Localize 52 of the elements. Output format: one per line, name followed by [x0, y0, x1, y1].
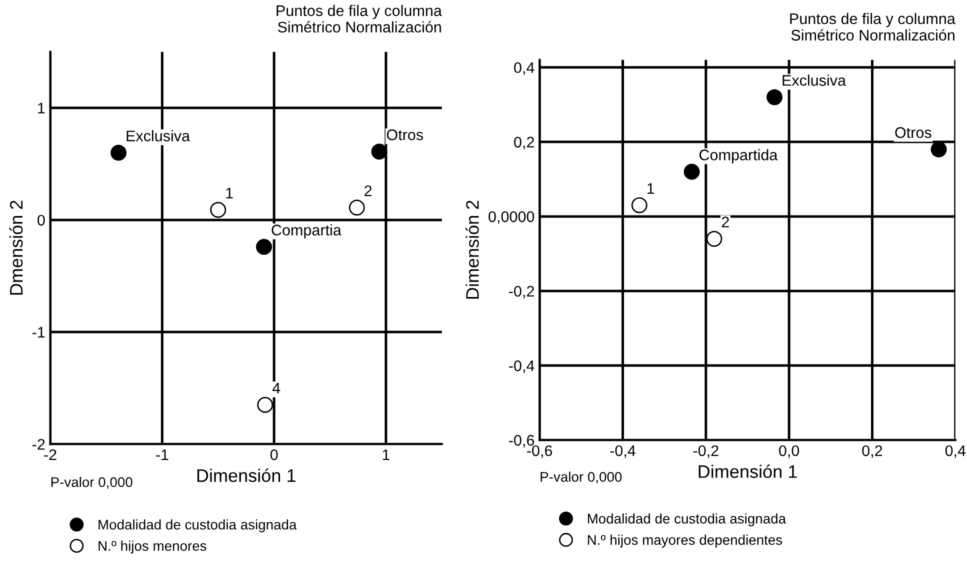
point	[210, 202, 226, 218]
legend-label: N.º hijos menores	[98, 540, 206, 554]
annotation: 4	[272, 382, 280, 394]
y-tick-label: 0	[38, 214, 45, 226]
x-tick-label: 0	[270, 449, 278, 460]
chart-title: Puntos de fila y columna Simétrico Normalización	[790, 12, 956, 41]
point	[684, 164, 700, 180]
annotation: Compartia	[272, 224, 342, 239]
text: P-valor 0,000	[540, 472, 622, 484]
y-tick-label: 0,0000	[488, 211, 534, 224]
chart-title: Puntos de fila y columna Simétrico Normalización	[276, 4, 442, 33]
point	[257, 396, 274, 413]
annotation: 2	[364, 185, 372, 196]
annotation: 2	[722, 216, 729, 228]
y-tick-label: 0,4	[514, 62, 534, 75]
annotation: 1	[647, 183, 654, 194]
point	[110, 144, 127, 161]
x-axis-title: Dimensión 1	[197, 468, 296, 482]
y-axis-title: Dmensión 2	[9, 200, 23, 295]
x-tick-label: -0,2	[693, 445, 718, 458]
y-tick-label: -0,4	[509, 360, 534, 374]
annotation: Exclusiva	[126, 130, 190, 142]
legend-label: Modalidad de custodia asignada	[588, 513, 786, 526]
y-tick-label: 1	[38, 102, 45, 114]
x-tick-label: 1	[382, 450, 390, 460]
point	[631, 197, 648, 214]
annotation: Exclusiva	[782, 74, 846, 86]
annotation: 1	[226, 188, 233, 198]
x-tick-label: 0,0	[779, 445, 800, 458]
annotation: Compartida	[699, 149, 778, 164]
y-axis-title: Dimensión 2	[465, 200, 479, 299]
y-tick-label: -0,6	[509, 434, 534, 448]
x-tick-label: -0,4	[610, 445, 636, 458]
point	[706, 230, 722, 247]
x-tick-label: -0,6	[527, 445, 552, 458]
y-tick-label: 0,2	[514, 136, 534, 150]
annotation: Otros	[895, 127, 932, 138]
point	[348, 200, 365, 216]
point	[930, 141, 947, 158]
x-axis-title: Dimensión 1	[698, 464, 797, 478]
point	[256, 238, 272, 255]
y-tick-label: -1	[32, 327, 45, 338]
legend-label: N.º hijos mayores dependientes	[588, 534, 782, 548]
legend-label: Modalidad de custodia asignada	[98, 519, 297, 532]
x-tick-label: 0,2	[862, 445, 882, 458]
text: P-valor 0,000	[51, 476, 132, 489]
annotation: Otros	[386, 129, 423, 140]
y-tick-label: -0,2	[509, 286, 534, 298]
point	[766, 89, 782, 106]
x-tick-label: -1	[156, 450, 168, 460]
point	[371, 144, 388, 160]
x-tick-label: 0,4	[945, 445, 966, 458]
